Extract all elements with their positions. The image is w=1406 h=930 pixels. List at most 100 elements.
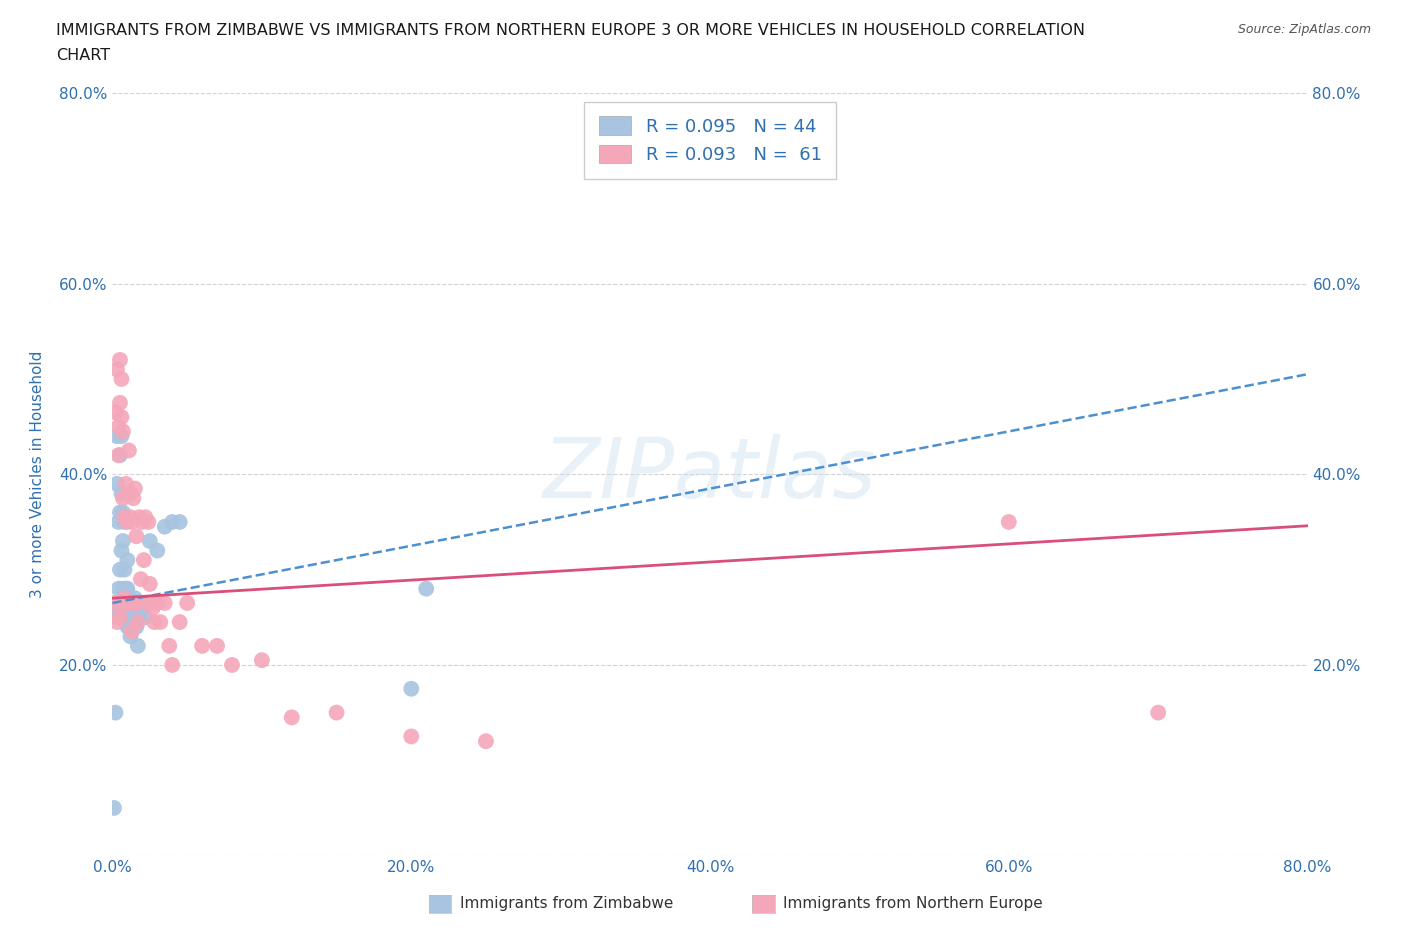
Point: [401, 682, 423, 697]
Point: [127, 615, 149, 630]
Point: [107, 448, 129, 463]
Point: [110, 543, 132, 558]
Point: [114, 562, 135, 577]
Point: [117, 552, 139, 567]
Point: [143, 615, 166, 630]
Point: [115, 581, 138, 596]
Point: [110, 429, 132, 444]
Point: [118, 595, 141, 610]
Point: [122, 491, 145, 506]
Point: [125, 619, 148, 634]
Point: [134, 610, 156, 625]
Point: [122, 619, 145, 634]
Point: [108, 562, 131, 577]
Point: [134, 510, 156, 525]
Point: [115, 610, 138, 625]
Point: [117, 581, 139, 596]
Point: [108, 505, 131, 520]
Point: [104, 405, 127, 419]
Point: [108, 352, 131, 367]
Point: [124, 591, 146, 605]
Point: [111, 424, 134, 439]
Point: [110, 409, 132, 424]
Point: [125, 595, 148, 610]
Point: [115, 476, 138, 491]
Point: [139, 577, 162, 591]
Point: [1147, 705, 1170, 720]
Point: [120, 601, 142, 616]
Point: [107, 610, 129, 625]
Point: [118, 591, 141, 605]
Point: [107, 581, 129, 596]
Point: [120, 510, 142, 525]
Text: Immigrants from Northern Europe: Immigrants from Northern Europe: [783, 897, 1043, 911]
Point: [169, 514, 191, 529]
Point: [104, 601, 127, 616]
Point: [104, 705, 127, 720]
Point: [121, 624, 143, 639]
Point: [111, 491, 134, 506]
Point: [118, 443, 141, 458]
Point: [107, 514, 129, 529]
Point: [117, 514, 139, 529]
Point: [401, 729, 423, 744]
Point: [146, 595, 169, 610]
Point: [111, 534, 134, 549]
Point: [114, 591, 135, 605]
Point: [169, 615, 191, 630]
Point: [191, 639, 214, 654]
Point: [117, 619, 139, 634]
Point: [221, 658, 243, 672]
Point: [120, 629, 142, 644]
Point: [162, 658, 183, 672]
Point: [127, 639, 149, 654]
Point: [108, 610, 131, 625]
Point: [107, 419, 129, 434]
Point: [146, 543, 169, 558]
Point: [475, 734, 498, 749]
Point: [138, 514, 160, 529]
Point: [118, 619, 141, 634]
Point: [128, 510, 150, 525]
Text: ZIPatlas: ZIPatlas: [543, 433, 877, 515]
Point: [110, 485, 132, 500]
Point: [124, 481, 146, 496]
Legend: R = 0.095   N = 44, R = 0.093   N =  61: R = 0.095 N = 44, R = 0.093 N = 61: [583, 102, 837, 179]
Point: [141, 595, 163, 610]
Point: [108, 395, 131, 410]
Point: [129, 572, 152, 587]
Point: [110, 595, 132, 610]
Point: [117, 595, 139, 610]
Text: Source: ZipAtlas.com: Source: ZipAtlas.com: [1237, 23, 1371, 36]
Text: IMMIGRANTS FROM ZIMBABWE VS IMMIGRANTS FROM NORTHERN EUROPE 3 OR MORE VEHICLES I: IMMIGRANTS FROM ZIMBABWE VS IMMIGRANTS F…: [56, 23, 1085, 38]
Point: [111, 581, 134, 596]
Point: [114, 510, 135, 525]
Point: [122, 595, 145, 610]
Point: [325, 705, 347, 720]
Point: [115, 595, 138, 610]
Point: [103, 595, 125, 610]
Point: [114, 514, 135, 529]
Point: [281, 710, 304, 724]
Point: [110, 371, 132, 387]
Point: [135, 595, 157, 610]
Point: [105, 429, 128, 444]
Text: Immigrants from Zimbabwe: Immigrants from Zimbabwe: [460, 897, 673, 911]
Point: [108, 448, 131, 463]
Point: [149, 615, 172, 630]
Point: [205, 639, 228, 654]
Point: [105, 615, 128, 630]
Point: [103, 801, 125, 816]
Point: [128, 610, 150, 625]
Point: [111, 505, 134, 520]
Point: [121, 514, 143, 529]
Point: [125, 529, 148, 544]
Point: [162, 514, 183, 529]
Text: CHART: CHART: [56, 48, 110, 63]
Point: [250, 653, 273, 668]
Point: [124, 595, 146, 610]
Point: [120, 485, 142, 500]
Point: [105, 362, 128, 377]
Point: [176, 595, 198, 610]
Y-axis label: 3 or more Vehicles in Household: 3 or more Vehicles in Household: [31, 351, 45, 598]
